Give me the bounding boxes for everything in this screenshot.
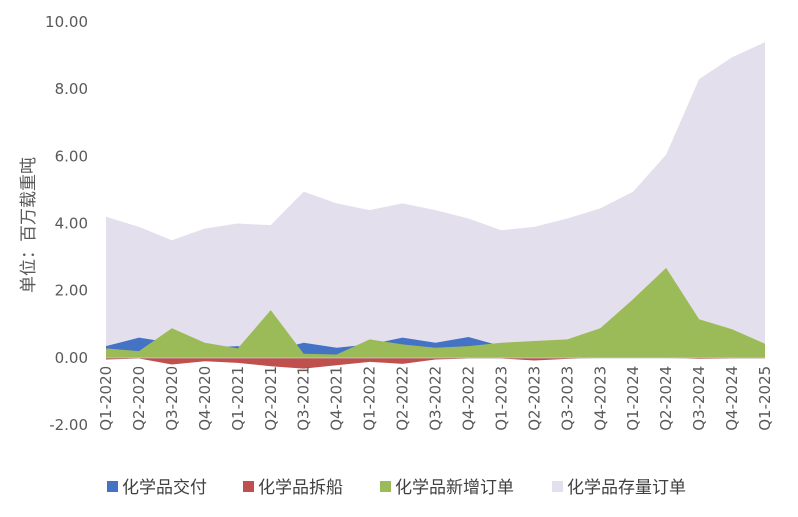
x-tick-label: Q1-2022 <box>361 366 379 431</box>
y-tick-label: 10.00 <box>45 13 88 31</box>
x-tick-label: Q3-2023 <box>558 366 576 431</box>
area-series-3 <box>106 357 765 369</box>
y-tick-label: -2.00 <box>49 416 88 434</box>
y-tick-label: 2.00 <box>55 282 88 300</box>
legend-label: 化学品存量订单 <box>567 478 686 498</box>
x-tick-label: Q1-2021 <box>229 366 247 431</box>
legend-swatch <box>107 481 118 492</box>
x-tick-label: Q2-2024 <box>657 366 675 431</box>
x-tick-label: Q3-2020 <box>163 366 181 431</box>
y-axis-title: 单位：百万载重吨 <box>19 157 39 293</box>
legend: 化学品交付 化学品拆船 化学品新增订单 化学品存量订单 <box>107 478 686 498</box>
y-tick-label: 4.00 <box>55 215 88 233</box>
x-tick-label: Q4-2023 <box>591 366 609 431</box>
x-tick-label: Q2-2020 <box>130 366 148 431</box>
x-tick-label: Q4-2024 <box>723 366 741 431</box>
plot-areas <box>106 42 765 369</box>
legend-label: 化学品拆船 <box>258 478 343 498</box>
x-tick-label: Q1-2024 <box>624 366 642 431</box>
y-tick-label: 0.00 <box>55 349 88 367</box>
x-tick-label: Q2-2023 <box>525 366 543 431</box>
x-tick-label: Q3-2022 <box>427 366 445 431</box>
x-tick-label: Q4-2020 <box>196 366 214 431</box>
x-tick-label: Q1-2025 <box>756 366 774 431</box>
x-tick-label: Q1-2023 <box>492 366 510 431</box>
x-tick-label: Q2-2021 <box>262 366 280 431</box>
x-tick-label: Q1-2020 <box>97 366 115 431</box>
legend-swatch <box>552 481 563 492</box>
y-tick-label: 6.00 <box>55 147 88 165</box>
legend-swatch <box>243 481 254 492</box>
legend-label: 化学品新增订单 <box>395 478 514 498</box>
x-tick-label: Q4-2021 <box>328 366 346 431</box>
legend-label: 化学品交付 <box>122 478 207 498</box>
y-axis-tick-labels: 10.00 8.00 6.00 4.00 2.00 0.00 -2.00 <box>45 13 88 434</box>
legend-swatch <box>380 481 391 492</box>
x-tick-label: Q3-2021 <box>295 366 313 431</box>
x-axis-tick-labels: Q1-2020 Q2-2020 Q3-2020 Q4-2020 Q1-2021 Q2-20… <box>97 366 774 431</box>
y-tick-label: 8.00 <box>55 80 88 98</box>
area-series-2 <box>106 267 765 358</box>
x-tick-label: Q3-2024 <box>690 366 708 431</box>
area-series-0 <box>106 42 765 358</box>
x-tick-label: Q2-2022 <box>394 366 412 431</box>
x-tick-label: Q4-2022 <box>459 366 477 431</box>
